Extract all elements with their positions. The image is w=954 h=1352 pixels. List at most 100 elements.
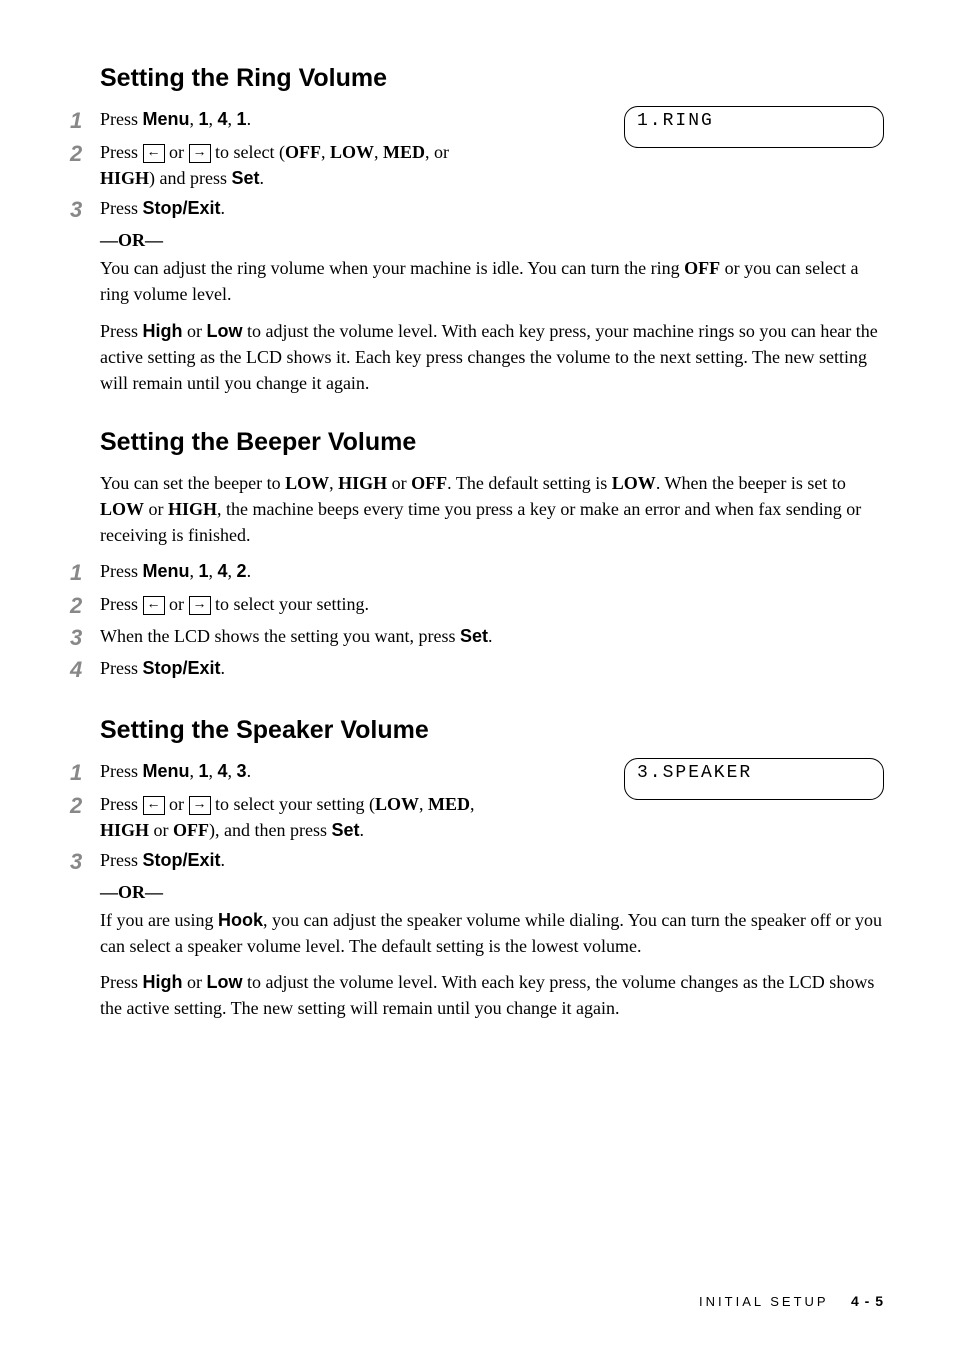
step-number: 4 bbox=[70, 657, 100, 683]
t: , bbox=[228, 561, 237, 581]
t: LOW bbox=[285, 473, 329, 493]
t: . bbox=[221, 850, 226, 870]
step-text: Press ← or → to select your setting. bbox=[100, 591, 884, 617]
step-text: Press Menu, 1, 4, 1. bbox=[100, 106, 480, 132]
step-2: 2 Press ← or → to select your setting (L… bbox=[70, 791, 884, 843]
t: or bbox=[165, 594, 189, 614]
section-speaker-volume: Setting the Speaker Volume 1 Press Menu,… bbox=[70, 712, 884, 1022]
t: or bbox=[144, 499, 168, 519]
step-3: 3 When the LCD shows the setting you wan… bbox=[70, 623, 884, 651]
t: . When the beeper is set to bbox=[656, 473, 846, 493]
t: When the LCD shows the setting you want,… bbox=[100, 626, 460, 646]
t: Stop/Exit bbox=[143, 850, 221, 870]
step-4: 4 Press Stop/Exit. bbox=[70, 655, 884, 683]
t: , bbox=[228, 761, 237, 781]
t: , bbox=[190, 561, 199, 581]
or-divider: —OR— bbox=[100, 879, 884, 905]
t: Menu bbox=[143, 561, 190, 581]
paragraph: Press High or Low to adjust the volume l… bbox=[100, 318, 884, 396]
t: 1 bbox=[237, 109, 247, 129]
left-arrow-icon: ← bbox=[143, 796, 165, 815]
t: You can adjust the ring volume when your… bbox=[100, 258, 684, 278]
t: Menu bbox=[143, 761, 190, 781]
t: 2 bbox=[237, 561, 247, 581]
step-1: 1 Press Menu, 1, 4, 3. 3.SPEAKER bbox=[70, 758, 884, 786]
t: Set bbox=[232, 168, 260, 188]
t: . bbox=[488, 626, 493, 646]
t: , bbox=[374, 142, 383, 162]
step-text: Press Menu, 1, 4, 2. bbox=[100, 558, 884, 584]
t: Press bbox=[100, 594, 143, 614]
step-number: 1 bbox=[70, 760, 100, 786]
t: You can set the beeper to bbox=[100, 473, 285, 493]
t: Low bbox=[207, 972, 243, 992]
t: . bbox=[260, 168, 265, 188]
t: HIGH bbox=[168, 499, 217, 519]
t: Press bbox=[100, 794, 143, 814]
t: OFF bbox=[684, 258, 720, 278]
t: or bbox=[387, 473, 411, 493]
step-text: Press Stop/Exit. bbox=[100, 847, 884, 873]
t: Menu bbox=[143, 109, 190, 129]
step-1: 1 Press Menu, 1, 4, 2. bbox=[70, 558, 884, 586]
step-3: 3 Press Stop/Exit. bbox=[70, 847, 884, 875]
t: , or bbox=[425, 142, 449, 162]
t: . bbox=[247, 109, 252, 129]
t: or bbox=[183, 321, 207, 341]
t: Stop/Exit bbox=[143, 658, 221, 678]
t: Press bbox=[100, 972, 143, 992]
step-1: 1 Press Menu, 1, 4, 1. 1.RING bbox=[70, 106, 884, 134]
t: , bbox=[209, 109, 218, 129]
t: . bbox=[221, 198, 226, 218]
t: MED bbox=[428, 794, 470, 814]
t: If you are using bbox=[100, 910, 218, 930]
t: , bbox=[190, 761, 199, 781]
right-arrow-icon: → bbox=[189, 144, 211, 163]
t: Hook bbox=[218, 910, 263, 930]
section-title: Setting the Ring Volume bbox=[100, 60, 884, 96]
t: to select your setting. bbox=[211, 594, 369, 614]
t: OFF bbox=[173, 820, 209, 840]
t: , bbox=[209, 761, 218, 781]
t: . bbox=[360, 820, 365, 840]
t: HIGH bbox=[100, 820, 149, 840]
t: , bbox=[470, 794, 475, 814]
step-text: When the LCD shows the setting you want,… bbox=[100, 623, 884, 649]
page-footer: INITIAL SETUP 4 - 5 bbox=[699, 1291, 884, 1312]
t: 1 bbox=[199, 561, 209, 581]
t: LOW bbox=[612, 473, 656, 493]
section-ring-volume: Setting the Ring Volume 1 Press Menu, 1,… bbox=[70, 60, 884, 396]
t: . The default setting is bbox=[447, 473, 612, 493]
t: , bbox=[190, 109, 199, 129]
step-3: 3 Press Stop/Exit. bbox=[70, 195, 884, 223]
right-arrow-icon: → bbox=[189, 796, 211, 815]
step-text: Press ← or → to select your setting (LOW… bbox=[100, 791, 480, 843]
t: or bbox=[165, 142, 189, 162]
t: Press bbox=[100, 658, 143, 678]
t: , bbox=[228, 109, 237, 129]
t: Press bbox=[100, 761, 143, 781]
t: 4 bbox=[218, 109, 228, 129]
step-2: 2 Press ← or → to select (OFF, LOW, MED,… bbox=[70, 139, 884, 191]
section-beeper-volume: Setting the Beeper Volume You can set th… bbox=[70, 424, 884, 684]
t: 1 bbox=[199, 109, 209, 129]
t: . bbox=[247, 761, 252, 781]
t: OFF bbox=[285, 142, 321, 162]
step-number: 2 bbox=[70, 593, 100, 619]
t: Set bbox=[331, 820, 359, 840]
left-arrow-icon: ← bbox=[143, 144, 165, 163]
footer-label: INITIAL SETUP bbox=[699, 1294, 828, 1309]
step-text: Press Menu, 1, 4, 3. bbox=[100, 758, 480, 784]
t: , bbox=[419, 794, 428, 814]
step-2: 2 Press ← or → to select your setting. bbox=[70, 591, 884, 619]
right-arrow-icon: → bbox=[189, 596, 211, 615]
t: or bbox=[183, 972, 207, 992]
t: LOW bbox=[100, 499, 144, 519]
paragraph: You can set the beeper to LOW, HIGH or O… bbox=[100, 470, 884, 548]
paragraph: You can adjust the ring volume when your… bbox=[100, 255, 884, 307]
t: . bbox=[221, 658, 226, 678]
step-number: 2 bbox=[70, 793, 100, 819]
t: LOW bbox=[330, 142, 374, 162]
t: Press bbox=[100, 321, 143, 341]
section-title: Setting the Speaker Volume bbox=[100, 712, 884, 748]
